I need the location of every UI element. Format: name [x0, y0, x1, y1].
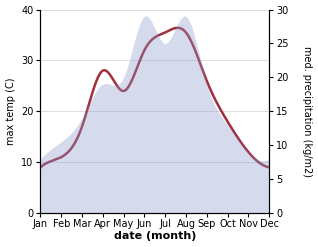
Y-axis label: max temp (C): max temp (C)	[5, 78, 16, 145]
X-axis label: date (month): date (month)	[114, 231, 196, 242]
Y-axis label: med. precipitation (kg/m2): med. precipitation (kg/m2)	[302, 46, 313, 177]
